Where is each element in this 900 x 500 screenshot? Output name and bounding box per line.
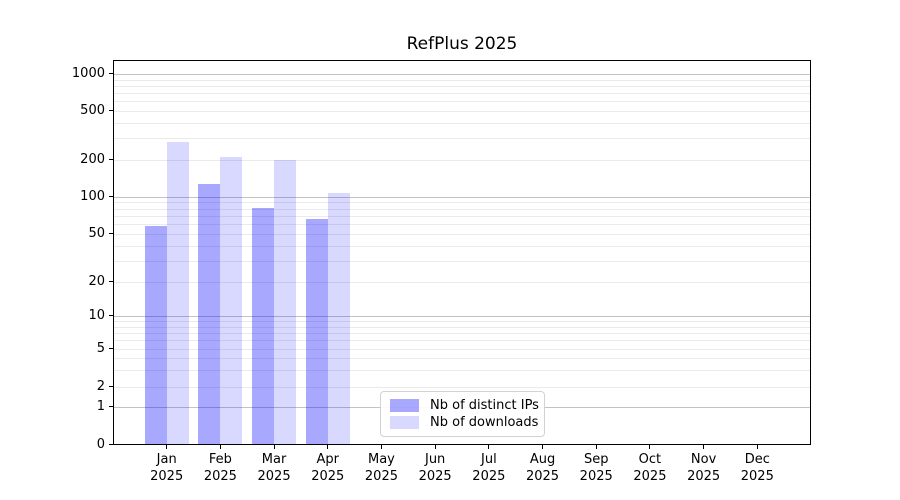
x-tick-label: Jun 2025 — [418, 452, 452, 484]
x-tick-mark — [649, 445, 651, 449]
x-tick-label: Mar 2025 — [257, 452, 291, 484]
y-tick-label: 2 — [96, 378, 105, 394]
y-tick-label: 10 — [88, 308, 105, 323]
y-gridline — [114, 332, 810, 334]
y-gridline — [114, 386, 810, 388]
y-gridline — [114, 122, 810, 124]
y-tick-label: 200 — [80, 152, 105, 168]
y-gridline — [114, 138, 810, 140]
y-tick-mark — [109, 315, 113, 316]
plot-area — [113, 60, 811, 445]
y-gridline — [114, 74, 810, 76]
y-gridline — [114, 160, 810, 162]
y-tick-mark — [109, 406, 113, 408]
y-gridline — [114, 216, 810, 218]
y-tick-label: 20 — [88, 274, 105, 290]
x-tick-mark — [166, 445, 168, 449]
y-gridline — [114, 358, 810, 360]
legend-item-distinct-ips: Nb of distinct IPs — [390, 399, 539, 412]
x-tick-label: Apr 2025 — [311, 452, 345, 484]
y-tick-label: 50 — [88, 226, 105, 242]
y-gridline — [114, 101, 810, 103]
bar-downloads — [327, 192, 350, 444]
y-gridline — [114, 79, 810, 81]
y-tick-mark — [109, 159, 113, 161]
y-gridline — [114, 110, 810, 112]
x-tick-label: Sep 2025 — [579, 452, 613, 484]
legend: Nb of distinct IPs Nb of downloads — [380, 391, 545, 437]
y-tick-mark — [109, 385, 113, 387]
y-tick-label: 1000 — [71, 66, 105, 82]
legend-label-distinct-ips: Nb of distinct IPs — [430, 398, 539, 413]
y-gridline — [114, 93, 810, 95]
legend-label-downloads: Nb of downloads — [430, 415, 539, 430]
y-tick-label: 100 — [80, 188, 105, 204]
y-gridline — [114, 340, 810, 342]
y-tick-mark — [109, 195, 113, 197]
x-tick-mark — [542, 445, 544, 449]
bar-distinct-ips — [305, 218, 328, 444]
y-tick-mark — [109, 73, 113, 75]
y-gridline — [114, 370, 810, 372]
x-tick-mark — [327, 445, 329, 449]
y-tick-label: 500 — [80, 102, 105, 118]
bar-distinct-ips — [198, 184, 221, 444]
bar-downloads — [166, 141, 189, 444]
bar-downloads — [220, 156, 243, 444]
chart-title: RefPlus 2025 — [406, 34, 518, 54]
x-tick-label: Oct 2025 — [633, 452, 667, 484]
x-tick-mark — [380, 445, 382, 449]
y-gridline — [114, 321, 810, 323]
y-gridline — [114, 326, 810, 328]
legend-item-downloads: Nb of downloads — [390, 415, 539, 430]
y-tick-label: 0 — [96, 436, 105, 452]
legend-swatch-distinct-ips — [390, 399, 419, 412]
y-gridline — [114, 316, 810, 317]
x-tick-label: Nov 2025 — [687, 452, 721, 484]
y-gridline — [114, 349, 810, 350]
y-tick-label: 5 — [96, 341, 105, 356]
bar-downloads — [274, 159, 297, 444]
y-gridline — [114, 208, 810, 210]
y-gridline — [114, 261, 810, 263]
x-tick-mark — [488, 445, 490, 449]
x-tick-label: Dec 2025 — [740, 452, 774, 484]
y-tick-mark — [109, 443, 113, 445]
x-tick-mark — [434, 445, 436, 449]
y-gridline — [114, 234, 810, 236]
y-gridline — [114, 245, 810, 247]
y-tick-mark — [109, 348, 113, 349]
x-tick-label: Jul 2025 — [472, 452, 506, 484]
y-gridline — [114, 196, 810, 198]
y-tick-mark — [109, 109, 113, 111]
x-tick-label: Jan 2025 — [150, 452, 184, 484]
x-tick-label: May 2025 — [364, 452, 398, 484]
x-tick-label: Aug 2025 — [525, 452, 560, 484]
y-gridline — [114, 224, 810, 226]
y-tick-label: 1 — [96, 399, 105, 415]
y-gridline — [114, 86, 810, 88]
bar-distinct-ips — [252, 207, 275, 444]
x-tick-mark — [595, 445, 597, 449]
x-tick-label: Feb 2025 — [203, 452, 237, 484]
x-tick-mark — [756, 445, 758, 449]
bar-distinct-ips — [144, 225, 167, 444]
y-gridline — [114, 282, 810, 284]
x-tick-mark — [703, 445, 705, 449]
y-tick-mark — [109, 281, 113, 283]
y-tick-mark — [109, 233, 113, 235]
y-gridline — [114, 202, 810, 204]
x-tick-mark — [219, 445, 221, 449]
x-tick-mark — [273, 445, 275, 449]
legend-swatch-downloads — [390, 416, 419, 429]
